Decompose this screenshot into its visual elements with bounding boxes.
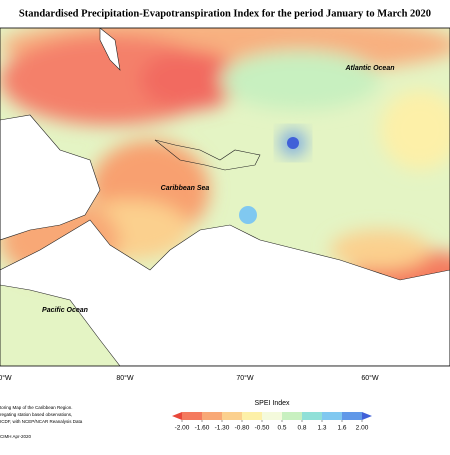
legend-title: SPEI Index bbox=[254, 400, 290, 407]
ocean-label: Atlantic Ocean bbox=[344, 65, 394, 72]
legend-swatch bbox=[242, 412, 262, 420]
footnote: ICDF, with NCEP/NCAR Reanalysis Data bbox=[0, 419, 83, 424]
footnote: toring Map of the Caribbean Region. bbox=[0, 405, 73, 410]
ocean-label: Caribbean Sea bbox=[161, 185, 210, 192]
legend-tick-label: -0.80 bbox=[235, 425, 250, 432]
longitude-label: 80°W bbox=[116, 374, 134, 382]
legend-swatch bbox=[342, 412, 362, 420]
legend-tick-label: 2.00 bbox=[356, 425, 369, 432]
legend-swatch bbox=[222, 412, 242, 420]
legend-tick-label: 0.8 bbox=[297, 425, 306, 432]
longitude-label: 60°W bbox=[361, 374, 379, 382]
legend-tick-label: 1.6 bbox=[337, 425, 346, 432]
legend-swatch bbox=[362, 412, 372, 420]
legend-tick-label: 0.5 bbox=[277, 425, 286, 432]
legend-tick-label: -2.00 bbox=[175, 425, 190, 432]
legend-tick-label: -1.60 bbox=[195, 425, 210, 432]
legend-tick-label: -1.30 bbox=[215, 425, 230, 432]
legend-swatch bbox=[172, 412, 182, 420]
legend-swatch bbox=[182, 412, 202, 420]
legend-swatch bbox=[202, 412, 222, 420]
legend-swatch bbox=[302, 412, 322, 420]
longitude-label: 70°W bbox=[236, 374, 254, 382]
title: Standardised Precipitation-Evapotranspir… bbox=[19, 8, 431, 19]
legend-tick-label: -0.50 bbox=[255, 425, 270, 432]
ocean-label: Pacific Ocean bbox=[42, 307, 88, 314]
legend-swatch bbox=[262, 412, 282, 420]
legend-tick-label: 1.3 bbox=[317, 425, 326, 432]
legend-swatch bbox=[322, 412, 342, 420]
footnote: regating station based observations, bbox=[0, 412, 72, 417]
footnote: CIMH Apr-2020 bbox=[0, 434, 32, 439]
legend-swatch bbox=[282, 412, 302, 420]
longitude-label: 0°W bbox=[0, 374, 12, 382]
map bbox=[0, 28, 450, 366]
